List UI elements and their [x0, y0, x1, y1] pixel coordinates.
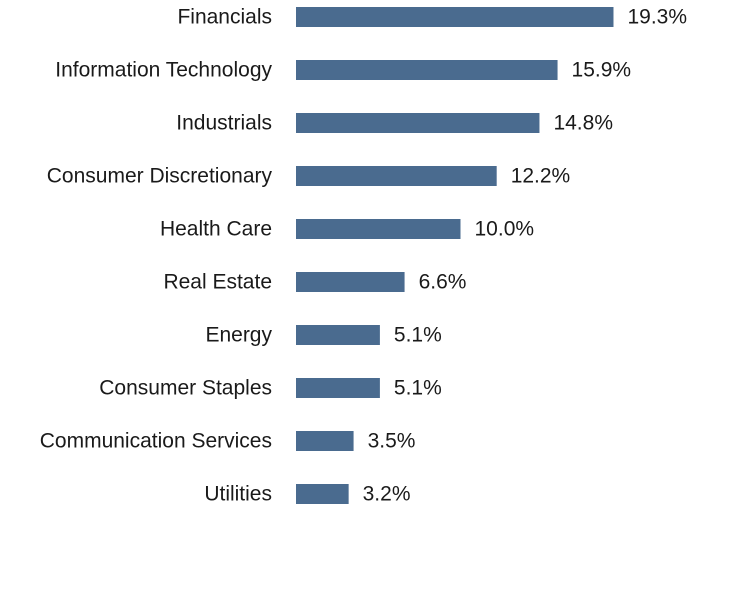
category-label: Financials	[177, 6, 272, 29]
value-label: 15.9%	[572, 59, 632, 82]
category-labels: Financials Information Technology Industri…	[40, 6, 273, 506]
bar	[296, 219, 461, 239]
category-label: Real Estate	[163, 271, 272, 294]
bar	[296, 325, 380, 345]
category-label: Health Care	[160, 218, 272, 241]
value-label: 5.1%	[394, 377, 442, 400]
value-label: 10.0%	[475, 218, 535, 241]
bar	[296, 113, 540, 133]
value-label: 12.2%	[511, 165, 571, 188]
bar	[296, 378, 380, 398]
bar	[296, 484, 349, 504]
bars	[296, 7, 614, 504]
bar	[296, 431, 354, 451]
value-labels: 19.3% 15.9% 14.8% 12.2% 10.0% 6.6% 5.1% 5.1% 3.5…	[363, 6, 687, 506]
value-label: 3.2%	[363, 483, 411, 506]
bar	[296, 272, 405, 292]
category-label: Information Technology	[55, 59, 272, 82]
category-label: Consumer Discretionary	[47, 165, 273, 188]
value-label: 5.1%	[394, 324, 442, 347]
value-label: 6.6%	[419, 271, 467, 294]
value-label: 14.8%	[553, 112, 613, 135]
value-label: 3.5%	[368, 430, 416, 453]
category-label: Utilities	[204, 483, 272, 506]
category-label: Communication Services	[40, 430, 272, 453]
category-label: Energy	[205, 324, 272, 347]
category-label: Consumer Staples	[99, 377, 272, 400]
category-label: Industrials	[176, 112, 272, 135]
value-label: 19.3%	[627, 6, 687, 29]
bar	[296, 60, 558, 80]
bar	[296, 166, 497, 186]
bar	[296, 7, 614, 27]
